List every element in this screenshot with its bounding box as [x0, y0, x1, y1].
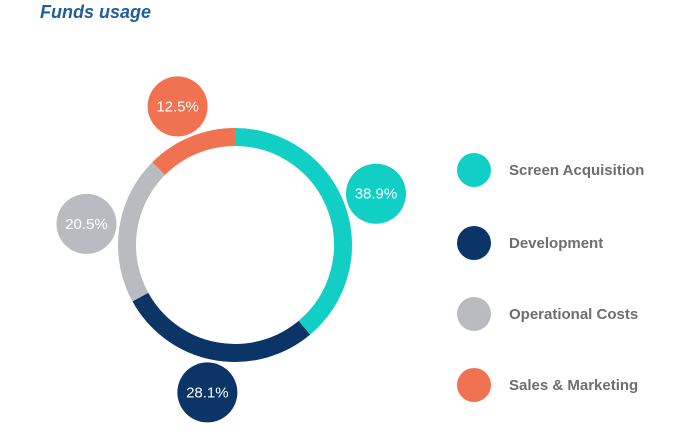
value-bubble-operational-costs: 20.5%: [56, 193, 117, 254]
legend-item-operational-costs: Operational Costs: [457, 296, 677, 332]
legend-swatch: [457, 153, 491, 187]
legend-label: Development: [509, 234, 604, 252]
legend-label: Operational Costs: [509, 305, 639, 323]
value-bubble-screen-acquisition: 38.9%: [345, 163, 406, 224]
value-bubble-sales-marketing: 12.5%: [147, 76, 208, 137]
donut-segments: [118, 128, 352, 362]
value-bubble-circle: [56, 193, 117, 254]
value-bubbles: 38.9% 28.1% 20.5% 12.5%: [56, 76, 406, 423]
legend-swatch: [457, 297, 491, 331]
value-bubble-circle: [345, 163, 406, 224]
slice-operational-costs: [118, 162, 166, 302]
legend-swatch: [457, 226, 491, 260]
slice-development: [132, 292, 311, 362]
legend-label: Screen Acquisition: [509, 161, 645, 179]
value-bubble-circle: [147, 76, 208, 137]
value-bubble-development: 28.1%: [177, 362, 238, 423]
value-label: 28.1%: [186, 384, 229, 401]
value-label: 20.5%: [65, 216, 108, 233]
chart-title: Funds usage: [40, 2, 152, 22]
value-label: 12.5%: [156, 98, 199, 115]
slice-screen-acquisition: [234, 128, 352, 335]
legend-item-sales-marketing: Sales & Marketing: [457, 367, 677, 403]
legend-item-development: Development: [457, 225, 677, 261]
value-bubble-circle: [177, 362, 238, 423]
slice-sales-marketing: [152, 128, 236, 176]
legend-item-screen-acquisition: Screen Acquisition: [457, 152, 677, 188]
legend-label: Sales & Marketing: [509, 376, 639, 394]
legend-swatch: [457, 368, 491, 402]
value-label: 38.9%: [355, 186, 398, 203]
